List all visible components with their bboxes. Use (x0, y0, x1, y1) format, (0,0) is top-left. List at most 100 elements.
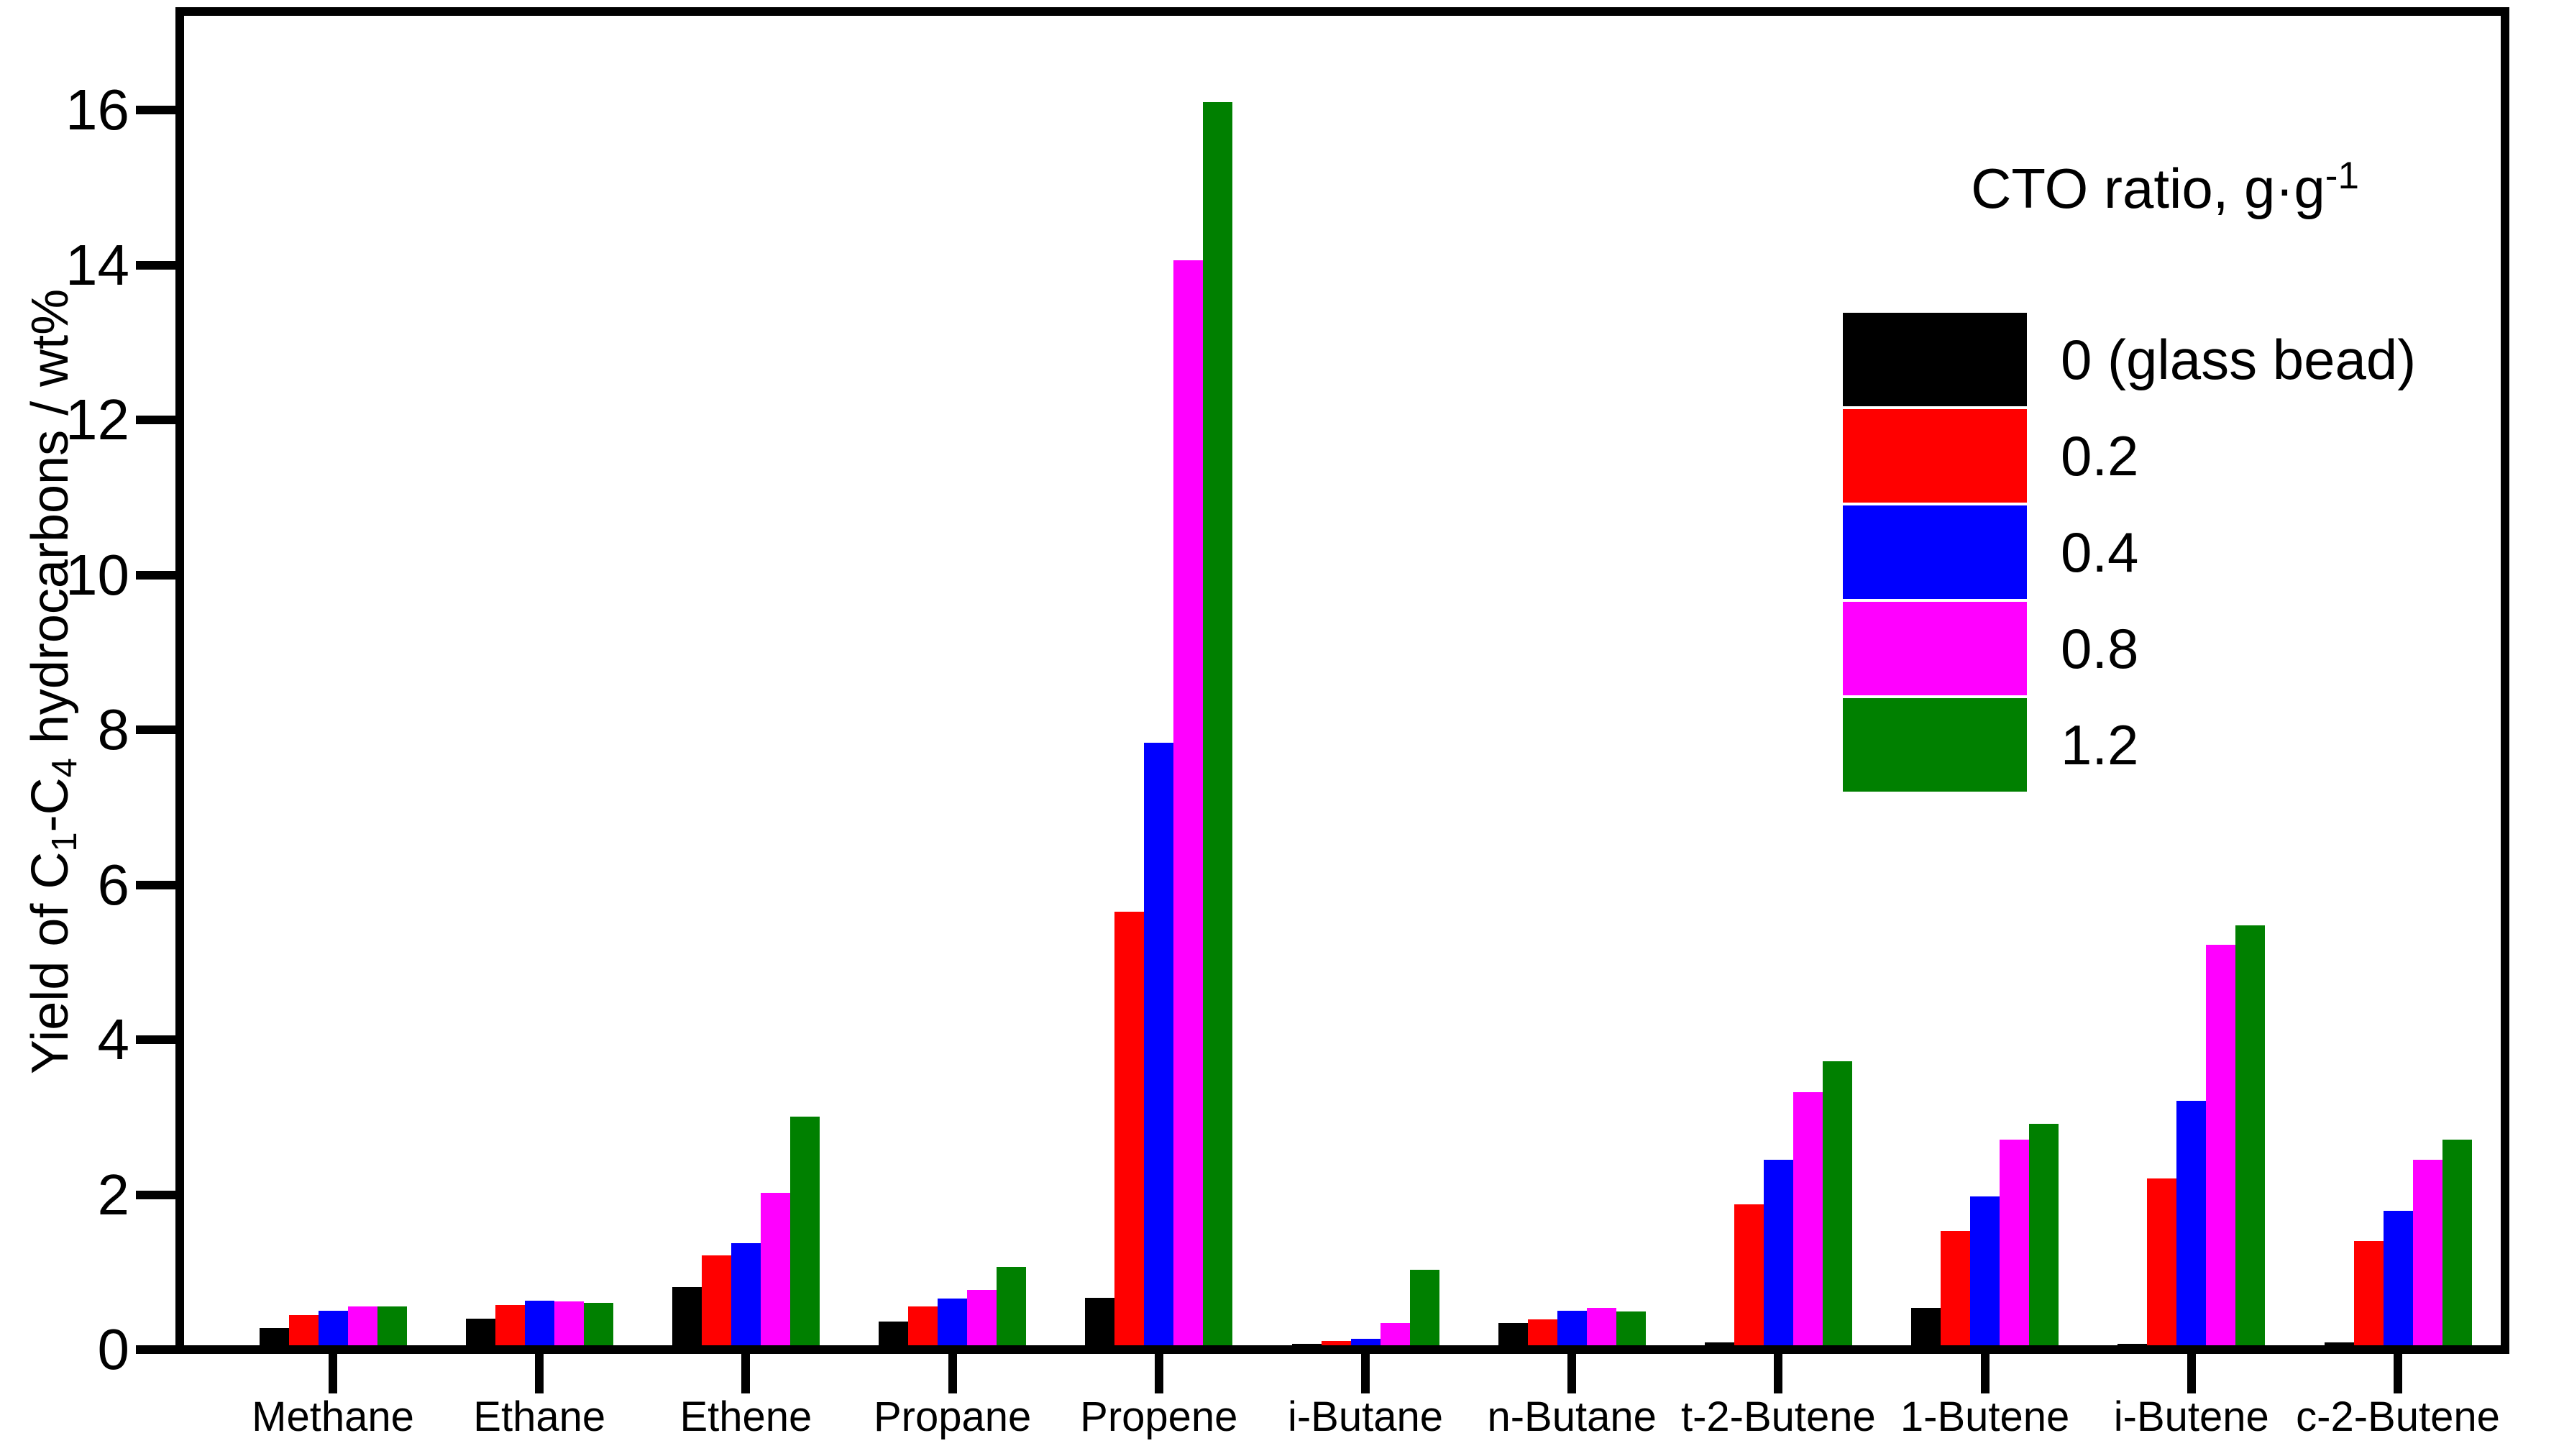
bar-Ethane-cto-0.4 (524, 1301, 554, 1345)
x-tick-label-i-Butene: i-Butene (2113, 1393, 2269, 1440)
x-tick-Propene (1154, 1354, 1163, 1393)
bar-n-Butane-cto-1.2 (1616, 1311, 1646, 1345)
y-tick-16 (136, 106, 175, 114)
bar-i-Butene-cto-0.8 (2206, 945, 2236, 1345)
y-tick-2 (136, 1190, 175, 1199)
bar-c-2-Butene-cto-0 (2324, 1342, 2354, 1345)
legend-swatch-0.8 (1843, 602, 2027, 695)
bar-Ethene-cto-1.2 (789, 1117, 820, 1345)
y-tick-label-14: 14 (65, 232, 129, 297)
y-axis-title-segment: -C (22, 777, 79, 833)
bar-i-Butane-cto-1.2 (1409, 1270, 1439, 1345)
bar-Propene-cto-1.2 (1203, 102, 1233, 1345)
y-tick-0 (136, 1345, 175, 1354)
x-tick-label-1-Butene: 1-Butene (1900, 1393, 2070, 1440)
y-tick-6 (136, 880, 175, 889)
bar-1-Butene-cto-0.4 (1970, 1196, 2000, 1345)
bar-i-Butene-cto-0 (2117, 1344, 2148, 1345)
legend-label-0.4: 0.4 (2061, 521, 2139, 584)
y-tick-label-2: 2 (97, 1162, 130, 1227)
bar-i-Butane-cto-0.2 (1321, 1341, 1351, 1345)
bar-Methane-cto-0.2 (288, 1315, 319, 1345)
x-tick-label-Methane: Methane (252, 1393, 414, 1440)
x-tick-Propane (948, 1354, 957, 1393)
legend-label-0: 0 (glass bead) (2061, 328, 2417, 391)
bar-c-2-Butene-cto-0.2 (2353, 1241, 2384, 1345)
bar-Propane-cto-1.2 (997, 1267, 1027, 1345)
bar-Ethene-cto-0.2 (701, 1255, 731, 1345)
legend-swatch-0.4 (1843, 505, 2027, 599)
bar-Propane-cto-0.8 (967, 1290, 997, 1345)
bar-t-2-Butene-cto-0.4 (1763, 1160, 1793, 1345)
y-axis-title-segment: hydrocarbons / wt% (22, 288, 79, 759)
legend-title: CTO ratio, g·g-1 (1935, 156, 2395, 221)
bar-Ethane-cto-0 (465, 1319, 495, 1345)
y-tick-label-0: 0 (97, 1317, 130, 1381)
bar-i-Butene-cto-0.4 (2176, 1101, 2207, 1345)
y-tick-label-10: 10 (65, 542, 129, 607)
bar-n-Butane-cto-0 (1498, 1323, 1528, 1345)
bar-Propane-cto-0.2 (908, 1306, 938, 1345)
x-tick-c-2-Butene (2394, 1354, 2402, 1393)
bar-t-2-Butene-cto-0.2 (1734, 1204, 1764, 1345)
bar-Ethene-cto-0.8 (760, 1193, 790, 1345)
legend-label-0.8: 0.8 (2061, 617, 2139, 680)
bar-n-Butane-cto-0.2 (1527, 1319, 1557, 1345)
bar-n-Butane-cto-0.4 (1557, 1311, 1587, 1345)
x-tick-n-Butane (1567, 1354, 1577, 1393)
x-tick-Ethene (741, 1354, 751, 1393)
y-axis-title-segment: 1 (45, 832, 85, 852)
bar-t-2-Butene-cto-1.2 (1822, 1061, 1852, 1345)
x-tick-Methane (329, 1354, 337, 1393)
x-tick-label-i-Butane: i-Butane (1287, 1393, 1444, 1440)
legend-swatch-0 (1843, 313, 2027, 406)
x-tick-label-n-Butane: n-Butane (1487, 1393, 1657, 1440)
bar-Methane-cto-1.2 (377, 1306, 407, 1345)
bar-i-Butene-cto-0.2 (2147, 1178, 2177, 1345)
bar-1-Butene-cto-0 (1911, 1308, 1941, 1345)
bar-Ethane-cto-0.8 (554, 1301, 584, 1345)
bar-1-Butene-cto-0.8 (2000, 1140, 2030, 1345)
y-tick-label-6: 6 (97, 852, 130, 917)
bar-Methane-cto-0.8 (347, 1306, 377, 1345)
legend-swatch-0.2 (1843, 409, 2027, 503)
x-tick-label-t-2-Butene: t-2-Butene (1680, 1393, 1876, 1440)
y-tick-label-8: 8 (97, 697, 130, 761)
bar-Ethene-cto-0.4 (731, 1243, 761, 1345)
y-tick-label-12: 12 (65, 388, 129, 452)
bar-Ethane-cto-1.2 (583, 1303, 613, 1345)
legend-title-segment: CTO ratio, g·g (1971, 157, 2325, 220)
bar-Propene-cto-0.8 (1173, 260, 1204, 1345)
y-tick-14 (136, 260, 175, 270)
legend-label-0.2: 0.2 (2061, 424, 2139, 487)
bar-Ethane-cto-0.2 (495, 1305, 525, 1345)
bar-1-Butene-cto-0.2 (1941, 1231, 1971, 1345)
bar-i-Butene-cto-1.2 (2235, 925, 2266, 1345)
bar-Ethene-cto-0 (672, 1287, 702, 1345)
y-tick-8 (136, 725, 175, 734)
y-tick-12 (136, 416, 175, 424)
y-tick-label-16: 16 (65, 78, 129, 142)
bar-c-2-Butene-cto-1.2 (2442, 1140, 2472, 1345)
bar-Propane-cto-0.4 (938, 1299, 968, 1345)
y-tick-4 (136, 1035, 175, 1044)
x-tick-label-c-2-Butene: c-2-Butene (2296, 1393, 2500, 1440)
x-tick-t-2-Butene (1774, 1354, 1783, 1393)
bar-c-2-Butene-cto-0.4 (2383, 1211, 2413, 1345)
plot-area: CTO ratio, g·g-1 0 (glass bead) 0.2 0.4 0.8… (175, 7, 2509, 1354)
bar-t-2-Butene-cto-0 (1704, 1342, 1734, 1345)
x-tick-i-Butane (1361, 1354, 1370, 1393)
x-tick-label-Propane: Propane (873, 1393, 1032, 1440)
bar-i-Butane-cto-0.8 (1380, 1323, 1410, 1345)
x-tick-label-Ethene: Ethene (679, 1393, 812, 1440)
bar-Methane-cto-0.4 (318, 1311, 348, 1345)
bar-1-Butene-cto-1.2 (2029, 1124, 2059, 1345)
bar-t-2-Butene-cto-0.8 (1792, 1092, 1823, 1345)
y-tick-label-4: 4 (97, 1007, 130, 1071)
bar-Propene-cto-0.4 (1144, 743, 1174, 1345)
bar-Propene-cto-0 (1085, 1298, 1115, 1345)
legend-swatch-1.2 (1843, 698, 2027, 792)
y-tick-10 (136, 570, 175, 580)
x-tick-label-Ethane: Ethane (473, 1393, 606, 1440)
x-tick-1-Butene (1980, 1354, 1990, 1393)
